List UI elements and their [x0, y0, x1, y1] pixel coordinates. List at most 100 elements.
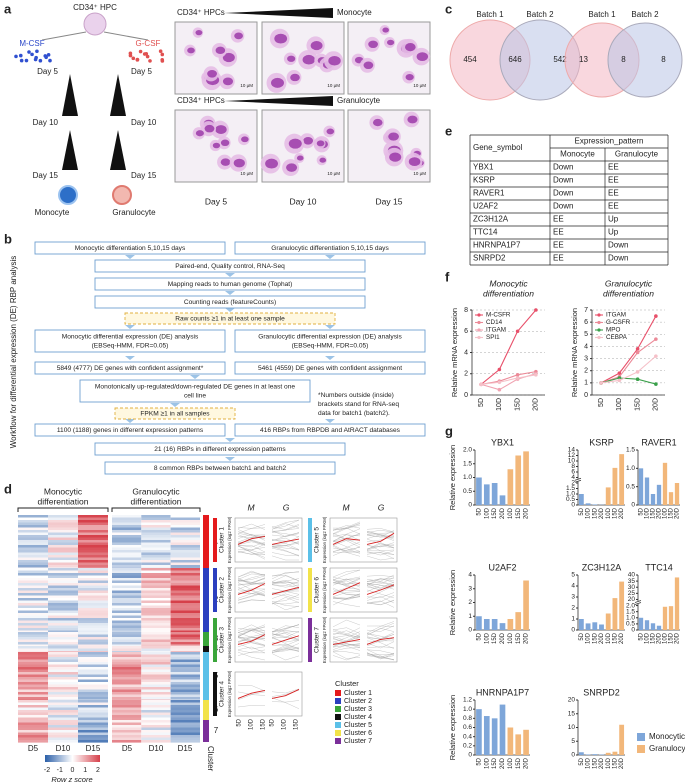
heatmap-cell	[170, 545, 200, 548]
table-cell: Up	[608, 228, 619, 237]
trace	[271, 601, 300, 605]
flow-arrow	[225, 308, 235, 312]
heatmap-cell	[18, 737, 48, 741]
nucleus	[302, 54, 316, 65]
column-label: D15	[178, 744, 193, 753]
heatmap-cell	[112, 575, 142, 579]
heatmap-cell	[48, 717, 78, 721]
trace	[237, 534, 266, 541]
series-line	[600, 338, 657, 384]
y-tick-label: 1	[468, 613, 472, 620]
cell-dot	[33, 57, 38, 62]
flow-arrow	[225, 438, 235, 442]
trace	[332, 630, 361, 637]
heatmap-cell	[78, 542, 108, 546]
heatmap-cell	[141, 628, 171, 631]
heatmap-cell	[112, 605, 142, 609]
heatmap-cell	[78, 684, 108, 688]
heatmap-cell	[18, 648, 48, 652]
nucleus	[296, 155, 304, 161]
heatmap-cell	[48, 632, 78, 635]
arrow	[103, 31, 149, 41]
heatmap-cell	[78, 575, 108, 579]
legend-label: Cluster 5	[344, 722, 372, 729]
trace	[366, 552, 395, 559]
heatmap-cell	[48, 669, 78, 673]
cell-dot	[48, 58, 52, 63]
heatmap-cell	[18, 532, 48, 536]
y-tick-label: 3	[584, 355, 588, 362]
heatmap-cell	[78, 547, 108, 551]
heatmap-cell	[141, 644, 171, 648]
trace	[237, 630, 266, 637]
trace	[332, 636, 361, 642]
heatmap-cell	[141, 560, 171, 563]
flow-box	[234, 423, 426, 437]
bar	[499, 495, 506, 505]
heatmap-cell	[78, 732, 108, 736]
trace	[237, 651, 266, 661]
chart-title: KSRP	[589, 437, 614, 447]
x-tick-label: 5D	[598, 398, 605, 407]
heatmap-cell	[18, 560, 48, 563]
table-cell: KSRP	[473, 176, 495, 185]
table-cell: EE	[553, 215, 564, 224]
heatmap-cell	[18, 700, 48, 703]
heatmap-cell	[48, 562, 78, 566]
legend-label: Granulocytic	[649, 744, 685, 753]
heatmap-cell	[18, 562, 48, 566]
heatmap-cell	[141, 715, 171, 718]
trace	[332, 578, 361, 586]
bar	[656, 625, 662, 630]
table-cell: HNRNPA1P7	[473, 241, 521, 250]
cluster-bar	[203, 515, 209, 568]
heatmap-cell	[170, 682, 200, 685]
heatmap-cell	[170, 593, 200, 596]
legend-label: Cluster 2	[344, 698, 372, 705]
trace	[366, 545, 395, 550]
cluster-ylabel: Expression (log2 FPKM)	[227, 566, 232, 613]
heatmap-cell	[18, 550, 48, 553]
cluster-ylabel: Expression (log2 FPKM)	[322, 566, 327, 613]
x-tick-label: 20D	[653, 398, 660, 411]
heatmap-cell	[18, 557, 48, 561]
trace	[237, 588, 266, 599]
y-tick-label: 0	[571, 502, 575, 509]
heatmap-cell	[78, 557, 108, 561]
heatmap-cell	[141, 570, 171, 574]
flow-arrow	[325, 419, 335, 423]
heatmap-cell	[18, 580, 48, 584]
y-axis-label: Relative mRNA expression	[450, 308, 459, 397]
flow-text: FPKM ≥1 in all samples	[140, 410, 210, 417]
trace	[366, 543, 395, 550]
heatmap-cell	[48, 542, 78, 546]
heatmap-cell	[18, 542, 48, 546]
x-tick-label: 20D	[500, 757, 506, 769]
chart-title: differentiation	[483, 288, 534, 298]
trace	[332, 546, 361, 557]
heatmap-cell	[48, 654, 78, 658]
heatmap-cell	[78, 654, 108, 658]
trace	[271, 543, 300, 547]
heatmap-cell	[48, 694, 78, 698]
heatmap-cell	[112, 547, 142, 551]
x-tick-label: 15D	[592, 507, 598, 519]
heatmap-cell	[141, 522, 171, 526]
bar	[662, 606, 668, 630]
heatmap-cell	[18, 515, 48, 518]
heatmap-cell	[112, 662, 142, 665]
x-tick-label: 10D	[586, 507, 592, 519]
flow-box	[94, 259, 366, 273]
y-tick-label: 15	[568, 710, 576, 717]
cluster-tag-label: Cluster 5	[314, 527, 321, 553]
heatmap-cell	[48, 727, 78, 731]
column-label: D15	[86, 744, 101, 753]
chart-title: Monocytic	[489, 278, 528, 288]
y-tick-label: 0	[584, 392, 588, 399]
x-tick-label: 20D	[619, 507, 625, 519]
trace	[271, 545, 300, 551]
legend-label: CD14	[486, 319, 503, 326]
heatmap-cell	[170, 637, 200, 640]
heatmap-cell	[48, 605, 78, 609]
mean-trace	[271, 538, 300, 545]
